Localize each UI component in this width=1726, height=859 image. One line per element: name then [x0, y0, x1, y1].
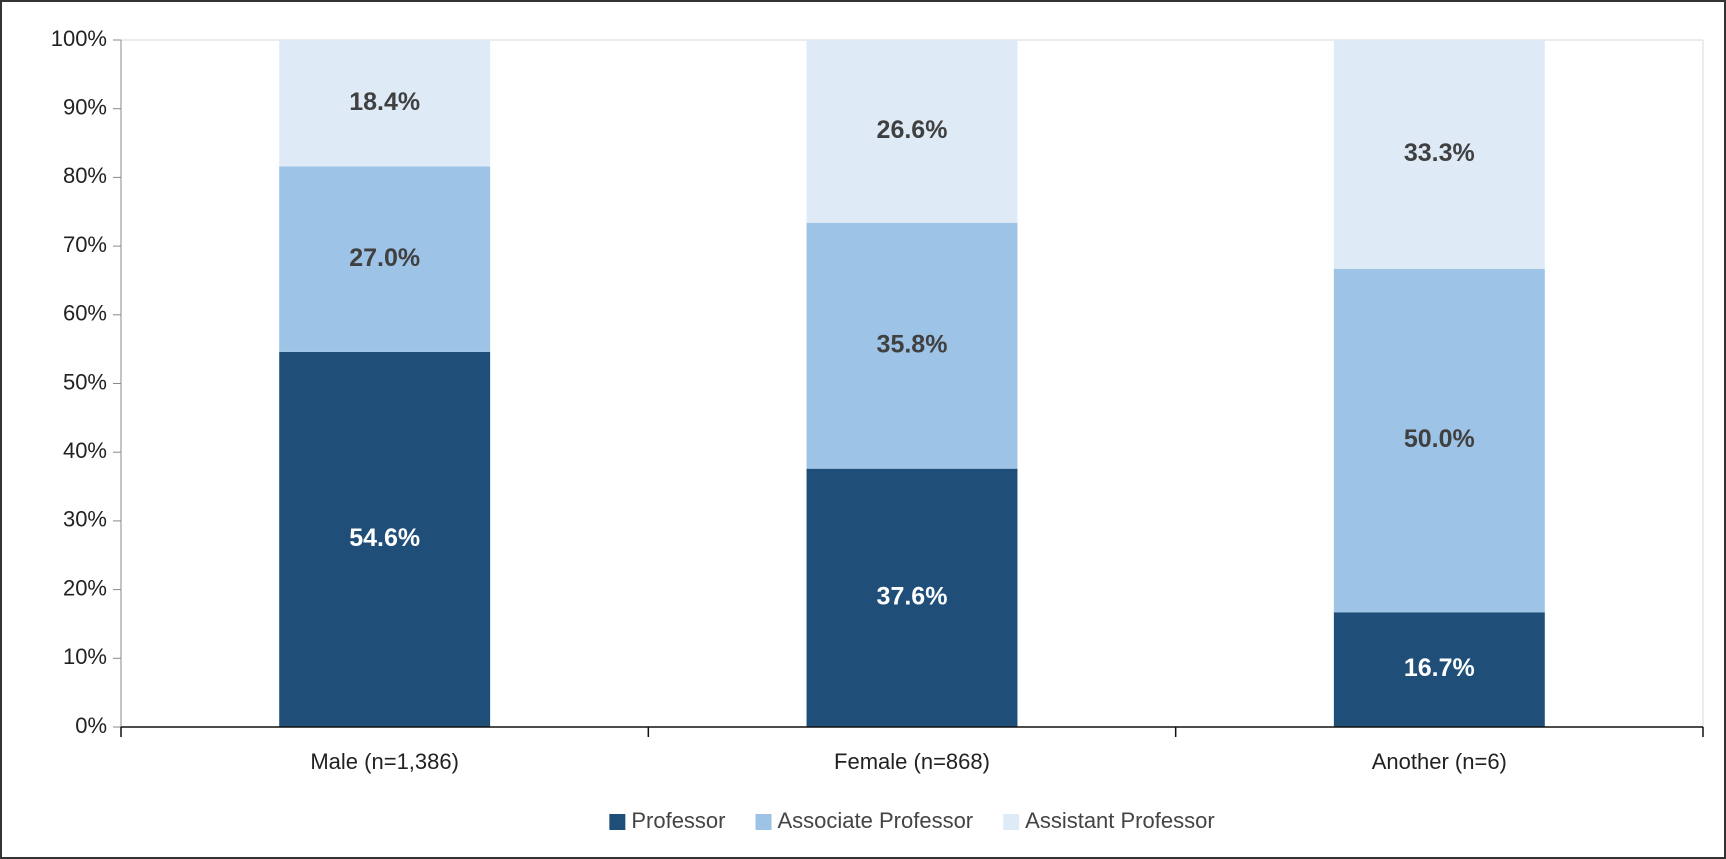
legend-label: Professor — [631, 808, 725, 833]
bar-segment — [1333, 612, 1545, 727]
y-tick-label: 60% — [63, 301, 107, 326]
value-label: 33.3% — [1404, 139, 1475, 167]
value-label: 18.4% — [349, 88, 420, 116]
value-label: 37.6% — [877, 582, 948, 610]
value-label: 26.6% — [877, 116, 948, 144]
y-tick-label: 100% — [51, 26, 107, 51]
legend-label: Associate Professor — [778, 808, 974, 833]
y-tick-label: 40% — [63, 438, 107, 463]
y-tick-label: 50% — [63, 369, 107, 394]
legend-swatch — [609, 814, 626, 830]
x-tick-label: Female (n=868) — [834, 749, 990, 774]
legend-swatch — [1003, 814, 1020, 830]
bar-segment — [1333, 268, 1545, 613]
bar-segment — [279, 351, 491, 727]
value-label: 50.0% — [1404, 425, 1475, 453]
y-tick-label: 20% — [63, 575, 107, 600]
bar-segment — [806, 222, 1018, 469]
value-label: 27.0% — [349, 244, 420, 272]
legend-label: Assistant Professor — [1025, 808, 1215, 833]
y-tick-label: 0% — [75, 713, 107, 738]
value-label: 54.6% — [349, 524, 420, 552]
bar-segment — [279, 40, 491, 167]
value-label: 16.7% — [1404, 654, 1475, 682]
y-tick-label: 80% — [63, 163, 107, 188]
y-tick-label: 30% — [63, 507, 107, 532]
bar-segment — [806, 468, 1018, 727]
y-tick-label: 70% — [63, 232, 107, 257]
bar-segment — [806, 40, 1018, 223]
y-tick-label: 10% — [63, 644, 107, 669]
bar-segment — [279, 166, 491, 352]
legend-swatch — [755, 814, 772, 830]
x-tick-label: Male (n=1,386) — [310, 749, 459, 774]
x-tick-label: Another (n=6) — [1372, 749, 1507, 774]
value-label: 35.8% — [877, 330, 948, 358]
bar-segment — [1333, 40, 1545, 269]
y-tick-label: 90% — [63, 95, 107, 120]
